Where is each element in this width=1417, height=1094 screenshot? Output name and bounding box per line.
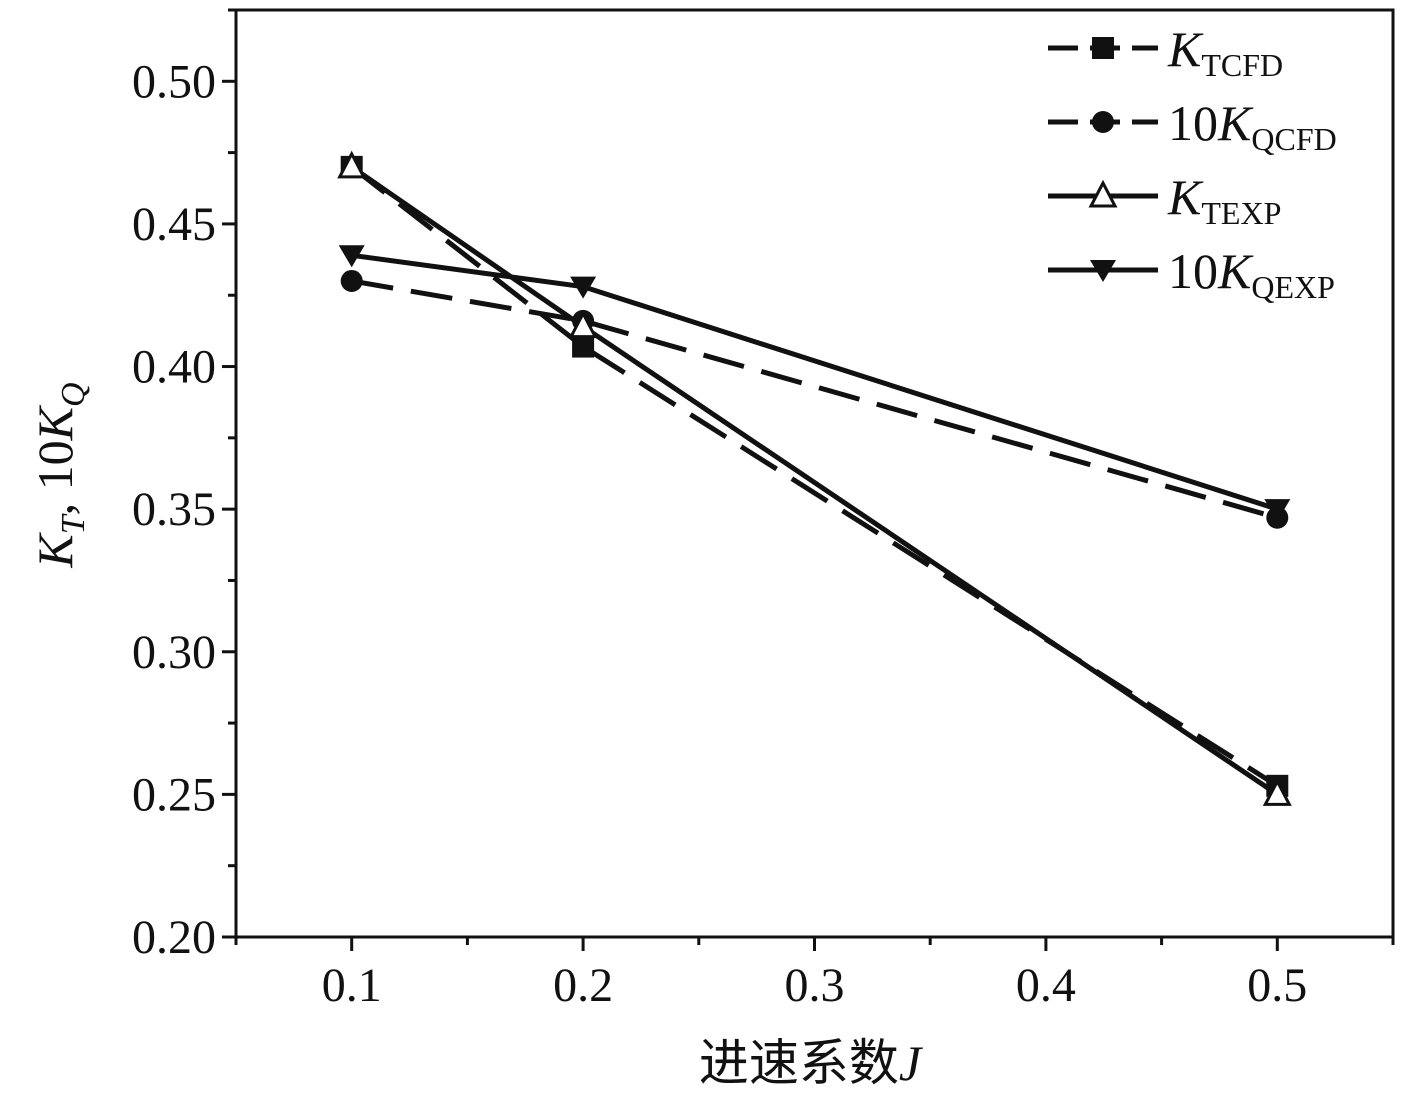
data-point — [340, 269, 363, 292]
legend-label-var: K — [1167, 21, 1204, 77]
legend-label-var: K — [1217, 243, 1254, 299]
legend-item: KTEXP — [1048, 169, 1281, 231]
y-axis-title-part: K — [27, 404, 83, 441]
y-axis-title: KT, 10KQ — [27, 382, 92, 568]
legend-label-var: K — [1167, 169, 1204, 225]
legend-label: KTEXP — [1167, 169, 1281, 231]
y-tick-label: 0.30 — [132, 626, 216, 679]
y-axis-ticks: 0.20 0.25 0.30 0.35 0.40 0.45 0.50 — [132, 8, 236, 964]
legend-label-prefix: 10 — [1168, 243, 1218, 299]
legend-label-sub: TCFD — [1201, 47, 1283, 83]
legend-item: 10KQEXP — [1048, 243, 1335, 305]
data-point — [572, 335, 595, 358]
series-qcfd — [340, 269, 1289, 529]
x-tick-label: 0.3 — [785, 959, 845, 1012]
legend-label-sub: QEXP — [1251, 269, 1335, 305]
legend-label-var: K — [1217, 95, 1254, 151]
series-texp — [337, 150, 1292, 806]
legend-marker — [1088, 179, 1118, 208]
y-tick-label: 0.40 — [132, 341, 216, 394]
x-tick-label: 0.4 — [1016, 959, 1076, 1012]
y-tick-label: 0.45 — [132, 198, 216, 251]
legend-label-sub: TEXP — [1201, 195, 1281, 231]
series-qexp — [338, 245, 1291, 522]
y-tick-label: 0.35 — [132, 483, 216, 536]
legend-label: KTCFD — [1167, 21, 1283, 83]
y-axis-title-part: K — [27, 532, 83, 569]
legend-label-prefix: 10 — [1168, 95, 1218, 151]
legend-item: KTCFD — [1048, 21, 1283, 83]
legend-label: 10KQEXP — [1168, 243, 1335, 305]
legend-label: 10KQCFD — [1168, 95, 1337, 157]
data-point — [337, 150, 367, 179]
y-axis-title-part: , 10 — [27, 440, 83, 515]
data-point — [570, 276, 597, 299]
legend-marker — [1092, 37, 1114, 59]
series-tcfd — [340, 155, 1289, 797]
legend-marker — [1092, 111, 1114, 133]
y-tick-label: 0.50 — [132, 55, 216, 108]
series-layer — [337, 150, 1292, 806]
x-axis-ticks: 0.1 0.2 0.3 0.4 0.5 — [234, 937, 1395, 1012]
x-tick-label: 0.2 — [553, 959, 613, 1012]
x-axis-title-var: J — [899, 1035, 924, 1091]
legend-label-sub: QCFD — [1251, 121, 1336, 157]
y-axis-title-part: Q — [55, 382, 92, 407]
legend-item: 10KQCFD — [1048, 95, 1337, 157]
x-axis-title-text: 进速系数 — [699, 1035, 899, 1091]
data-point — [568, 310, 598, 339]
series-line — [351, 278, 1278, 521]
legend-marker — [1090, 260, 1116, 282]
x-tick-label: 0.5 — [1247, 959, 1307, 1012]
data-point — [1264, 499, 1291, 522]
data-point — [338, 245, 365, 268]
x-axis-title: 进速系数J — [699, 1035, 924, 1091]
series-line — [351, 252, 1279, 512]
y-axis-title-part: T — [55, 513, 92, 534]
data-point — [1262, 778, 1292, 806]
y-tick-label: 0.20 — [132, 911, 216, 964]
y-tick-label: 0.25 — [132, 768, 216, 821]
x-tick-label: 0.1 — [322, 959, 382, 1012]
